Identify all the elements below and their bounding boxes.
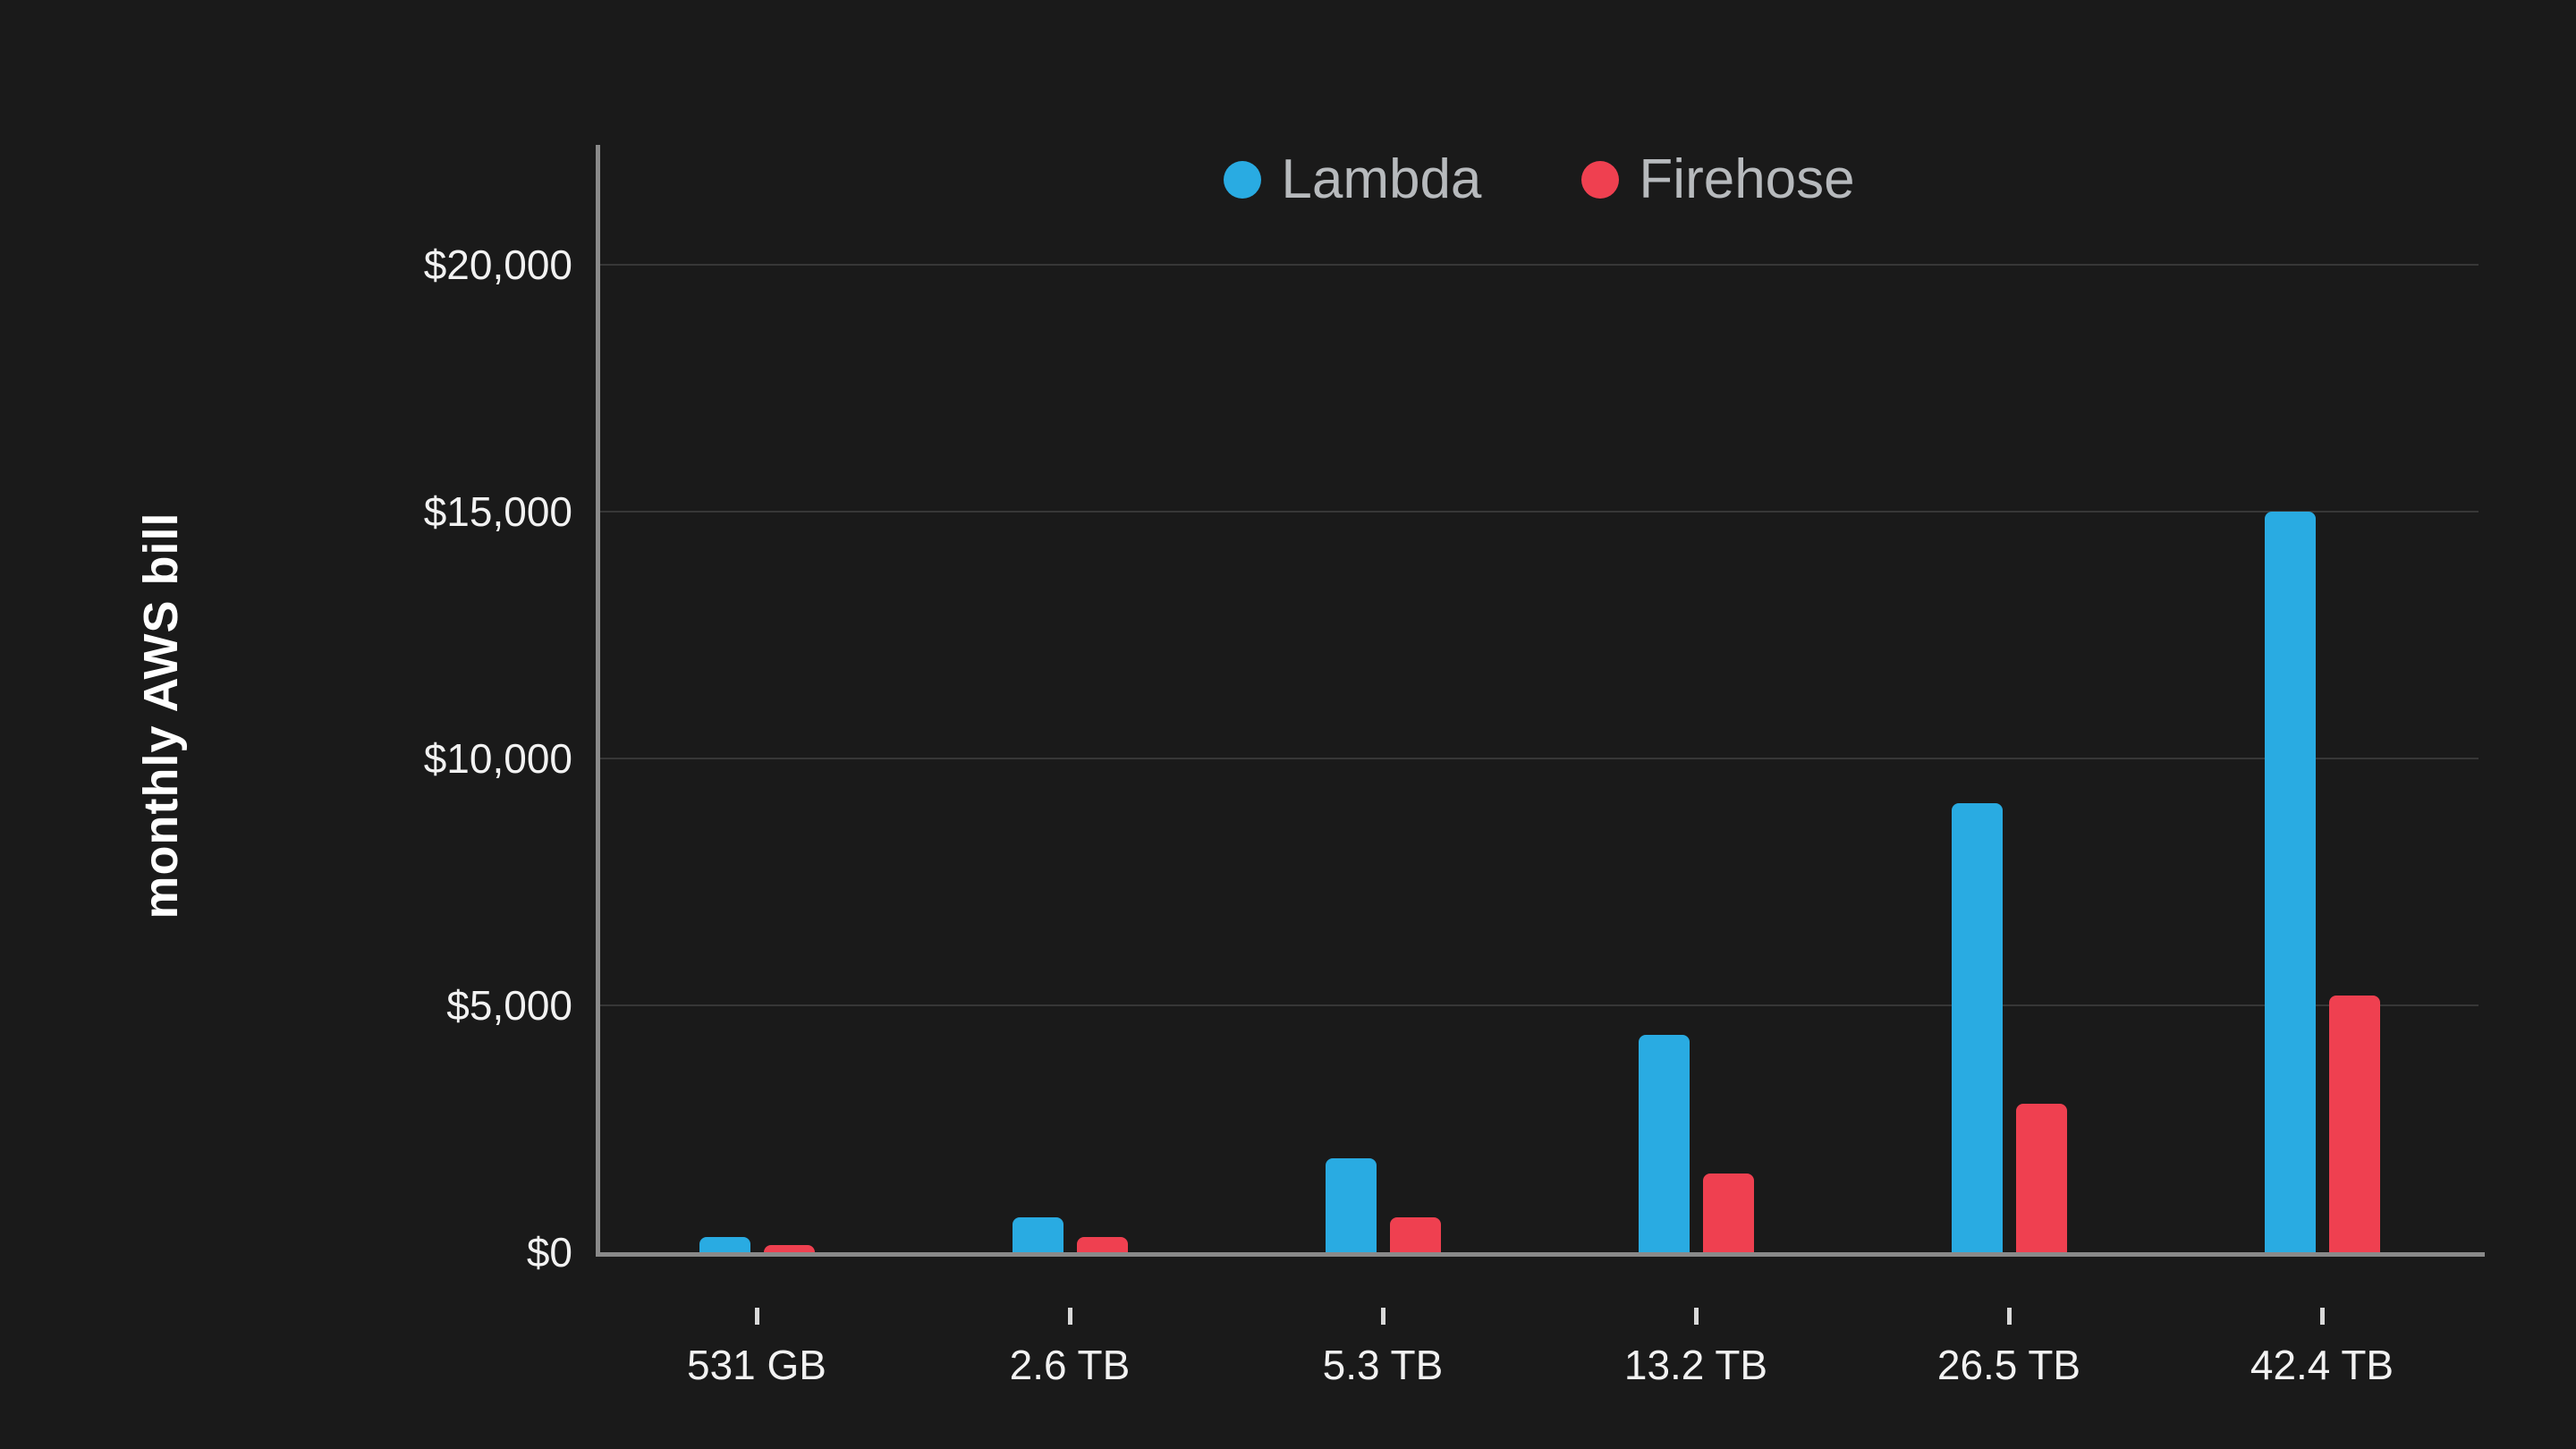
x-axis-line	[596, 1252, 2485, 1257]
bar-firehose	[1702, 1174, 1754, 1252]
y-tick-label: $10,000	[423, 735, 572, 782]
bar-lambda	[699, 1237, 750, 1252]
x-tick-label: 2.6 TB	[1009, 1342, 1131, 1388]
x-tick-mark	[2320, 1308, 2325, 1325]
x-tick-mark	[1694, 1308, 1699, 1325]
x-tick-mark	[1068, 1308, 1072, 1325]
x-tick-mark	[1381, 1308, 1385, 1325]
legend-item-lambda: Lambda	[1224, 148, 1481, 211]
x-tick-mark	[755, 1308, 759, 1325]
x-tick-mark	[2007, 1308, 2012, 1325]
legend-label-firehose: Firehose	[1639, 148, 1855, 210]
bar-lambda	[1012, 1217, 1063, 1252]
bar-firehose	[2328, 996, 2380, 1252]
legend-item-firehose: Firehose	[1581, 148, 1855, 211]
y-tick-label: $0	[526, 1229, 572, 1275]
x-tick-label: 42.4 TB	[2250, 1342, 2394, 1388]
bar-lambda	[1325, 1158, 1377, 1252]
x-tick-label: 13.2 TB	[1623, 1342, 1768, 1388]
bar-lambda	[1951, 803, 2003, 1252]
y-tick-label: $15,000	[423, 488, 572, 535]
lambda-legend-dot-icon	[1224, 161, 1262, 199]
bar-firehose	[1389, 1217, 1441, 1252]
plot-area	[600, 264, 2479, 1252]
x-tick-marks	[600, 1308, 2479, 1326]
bar-firehose	[763, 1245, 815, 1252]
x-tick-labels: 531 GB 2.6 TB 5.3 TB 13.2 TB 26.5 TB 42.4 TB	[600, 1342, 2479, 1395]
x-tick-label: 5.3 TB	[1322, 1342, 1444, 1388]
gridline	[600, 264, 2479, 266]
bar-firehose	[2015, 1104, 2067, 1252]
gridline	[600, 511, 2479, 513]
bar-lambda	[1638, 1035, 1690, 1252]
legend-label-lambda: Lambda	[1281, 148, 1482, 210]
x-tick-label: 26.5 TB	[1936, 1342, 2081, 1388]
bar-lambda	[2264, 512, 2316, 1252]
y-tick-label: $20,000	[423, 242, 572, 288]
y-tick-labels: $0 $5,000 $10,000 $15,000 $20,000	[0, 244, 572, 1273]
gridline	[600, 758, 2479, 759]
legend: Lambda Firehose	[600, 148, 2479, 211]
firehose-legend-dot-icon	[1581, 161, 1620, 199]
gridline	[600, 1004, 2479, 1006]
bar-firehose	[1076, 1237, 1128, 1252]
y-axis-line	[596, 145, 600, 1256]
x-tick-label: 531 GB	[687, 1342, 826, 1388]
y-tick-label: $5,000	[446, 982, 572, 1029]
